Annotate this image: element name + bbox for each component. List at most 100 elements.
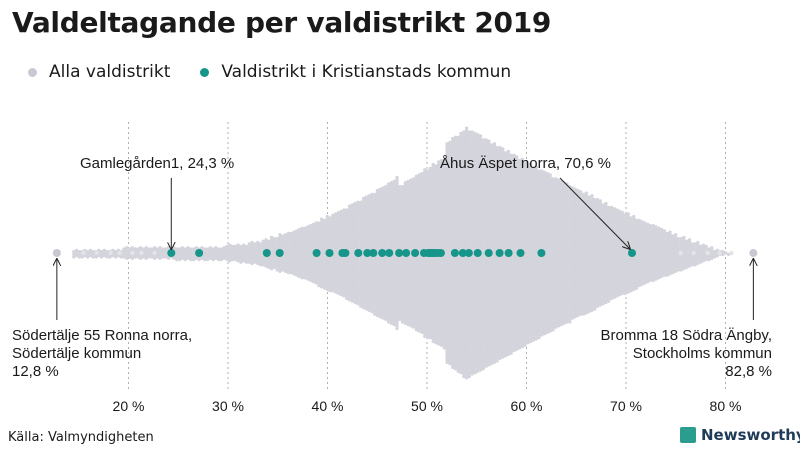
district-dot xyxy=(336,237,341,241)
district-dot xyxy=(247,255,251,259)
district-dot xyxy=(286,242,290,246)
district-dot xyxy=(269,243,274,247)
district-dot xyxy=(164,250,168,254)
district-dot xyxy=(350,268,355,272)
district-dot xyxy=(320,285,324,289)
district-dot xyxy=(297,259,302,263)
district-dot xyxy=(130,246,134,250)
district-dot xyxy=(303,273,307,277)
district-dot xyxy=(303,242,307,246)
district-dot xyxy=(152,246,157,250)
district-dot xyxy=(303,265,307,269)
district-dot xyxy=(347,212,352,216)
district-dot xyxy=(130,256,134,260)
district-dot xyxy=(328,244,332,249)
district-dot xyxy=(253,250,257,254)
district-dot xyxy=(308,252,313,256)
district-dot xyxy=(328,234,332,238)
district-dot xyxy=(225,250,229,254)
chart-title: Valdeltagande per valdistrikt 2019 xyxy=(12,6,552,39)
district-dot xyxy=(219,247,224,251)
district-dot xyxy=(342,226,346,230)
district-dot xyxy=(345,211,349,215)
district-dot xyxy=(320,266,324,271)
district-dot xyxy=(113,255,118,259)
district-dot xyxy=(272,252,277,256)
district-dot xyxy=(289,257,293,262)
district-dot xyxy=(189,252,193,256)
district-dot xyxy=(289,270,293,275)
district-dot xyxy=(328,229,332,233)
district-dot xyxy=(258,252,263,256)
district-dot xyxy=(292,272,296,276)
district-dot xyxy=(345,263,349,267)
district-dot xyxy=(353,269,357,273)
district-dot xyxy=(350,286,355,290)
district-dot xyxy=(203,252,207,256)
district-dot xyxy=(278,235,282,240)
district-dot xyxy=(242,248,246,253)
district-dot xyxy=(320,222,324,227)
district-dot xyxy=(336,257,341,262)
district-dot xyxy=(331,216,335,220)
district-dot xyxy=(347,264,352,268)
district-dot xyxy=(308,229,313,233)
district-dot xyxy=(183,250,187,254)
district-dot xyxy=(336,289,341,293)
district-dot xyxy=(356,226,360,230)
district-dot xyxy=(320,227,324,232)
district-dot xyxy=(350,213,355,217)
district-dot xyxy=(336,213,341,217)
district-dot xyxy=(336,244,341,249)
district-dot xyxy=(186,253,190,258)
district-dot xyxy=(295,268,299,272)
district-dot xyxy=(328,281,332,285)
district-dot xyxy=(175,247,179,251)
district-dot xyxy=(345,270,349,275)
district-dot xyxy=(136,252,140,256)
district-dot xyxy=(350,289,355,293)
district-dot xyxy=(331,244,335,249)
district-dot xyxy=(347,277,352,281)
district-dot xyxy=(278,233,282,237)
district-dot xyxy=(292,253,296,258)
district-dot xyxy=(303,229,307,233)
district-dot xyxy=(306,246,310,250)
district-dot xyxy=(180,256,185,260)
district-dot xyxy=(328,286,332,290)
district-dot xyxy=(191,247,196,251)
district-dot xyxy=(306,251,310,255)
district-dot xyxy=(320,274,324,279)
district-dot xyxy=(331,231,335,236)
district-dot xyxy=(164,252,168,256)
district-dot xyxy=(242,259,246,263)
district-dot xyxy=(297,230,302,234)
district-dot xyxy=(328,260,332,264)
district-dot xyxy=(244,260,249,264)
district-dot xyxy=(161,252,165,256)
district-dot xyxy=(289,255,293,259)
district-dot xyxy=(481,367,485,371)
district-dot xyxy=(133,255,137,259)
district-dot xyxy=(289,247,293,251)
district-dot xyxy=(303,247,307,251)
district-dot xyxy=(306,259,310,263)
district-dot xyxy=(328,231,332,236)
district-dot xyxy=(144,256,148,260)
district-dot xyxy=(295,237,299,241)
district-dot xyxy=(311,240,316,245)
district-dot xyxy=(356,213,360,217)
district-dot xyxy=(264,243,268,247)
district-dot xyxy=(164,255,168,259)
district-dot xyxy=(356,237,360,241)
district-dot xyxy=(334,214,338,219)
district-dot xyxy=(311,233,316,237)
district-dot xyxy=(320,277,324,281)
district-dot xyxy=(336,221,341,225)
district-dot xyxy=(347,282,352,286)
district-dot xyxy=(155,255,160,259)
district-dot xyxy=(211,247,215,251)
district-dot xyxy=(125,248,129,253)
district-dot xyxy=(331,289,335,293)
district-dot xyxy=(336,224,341,228)
